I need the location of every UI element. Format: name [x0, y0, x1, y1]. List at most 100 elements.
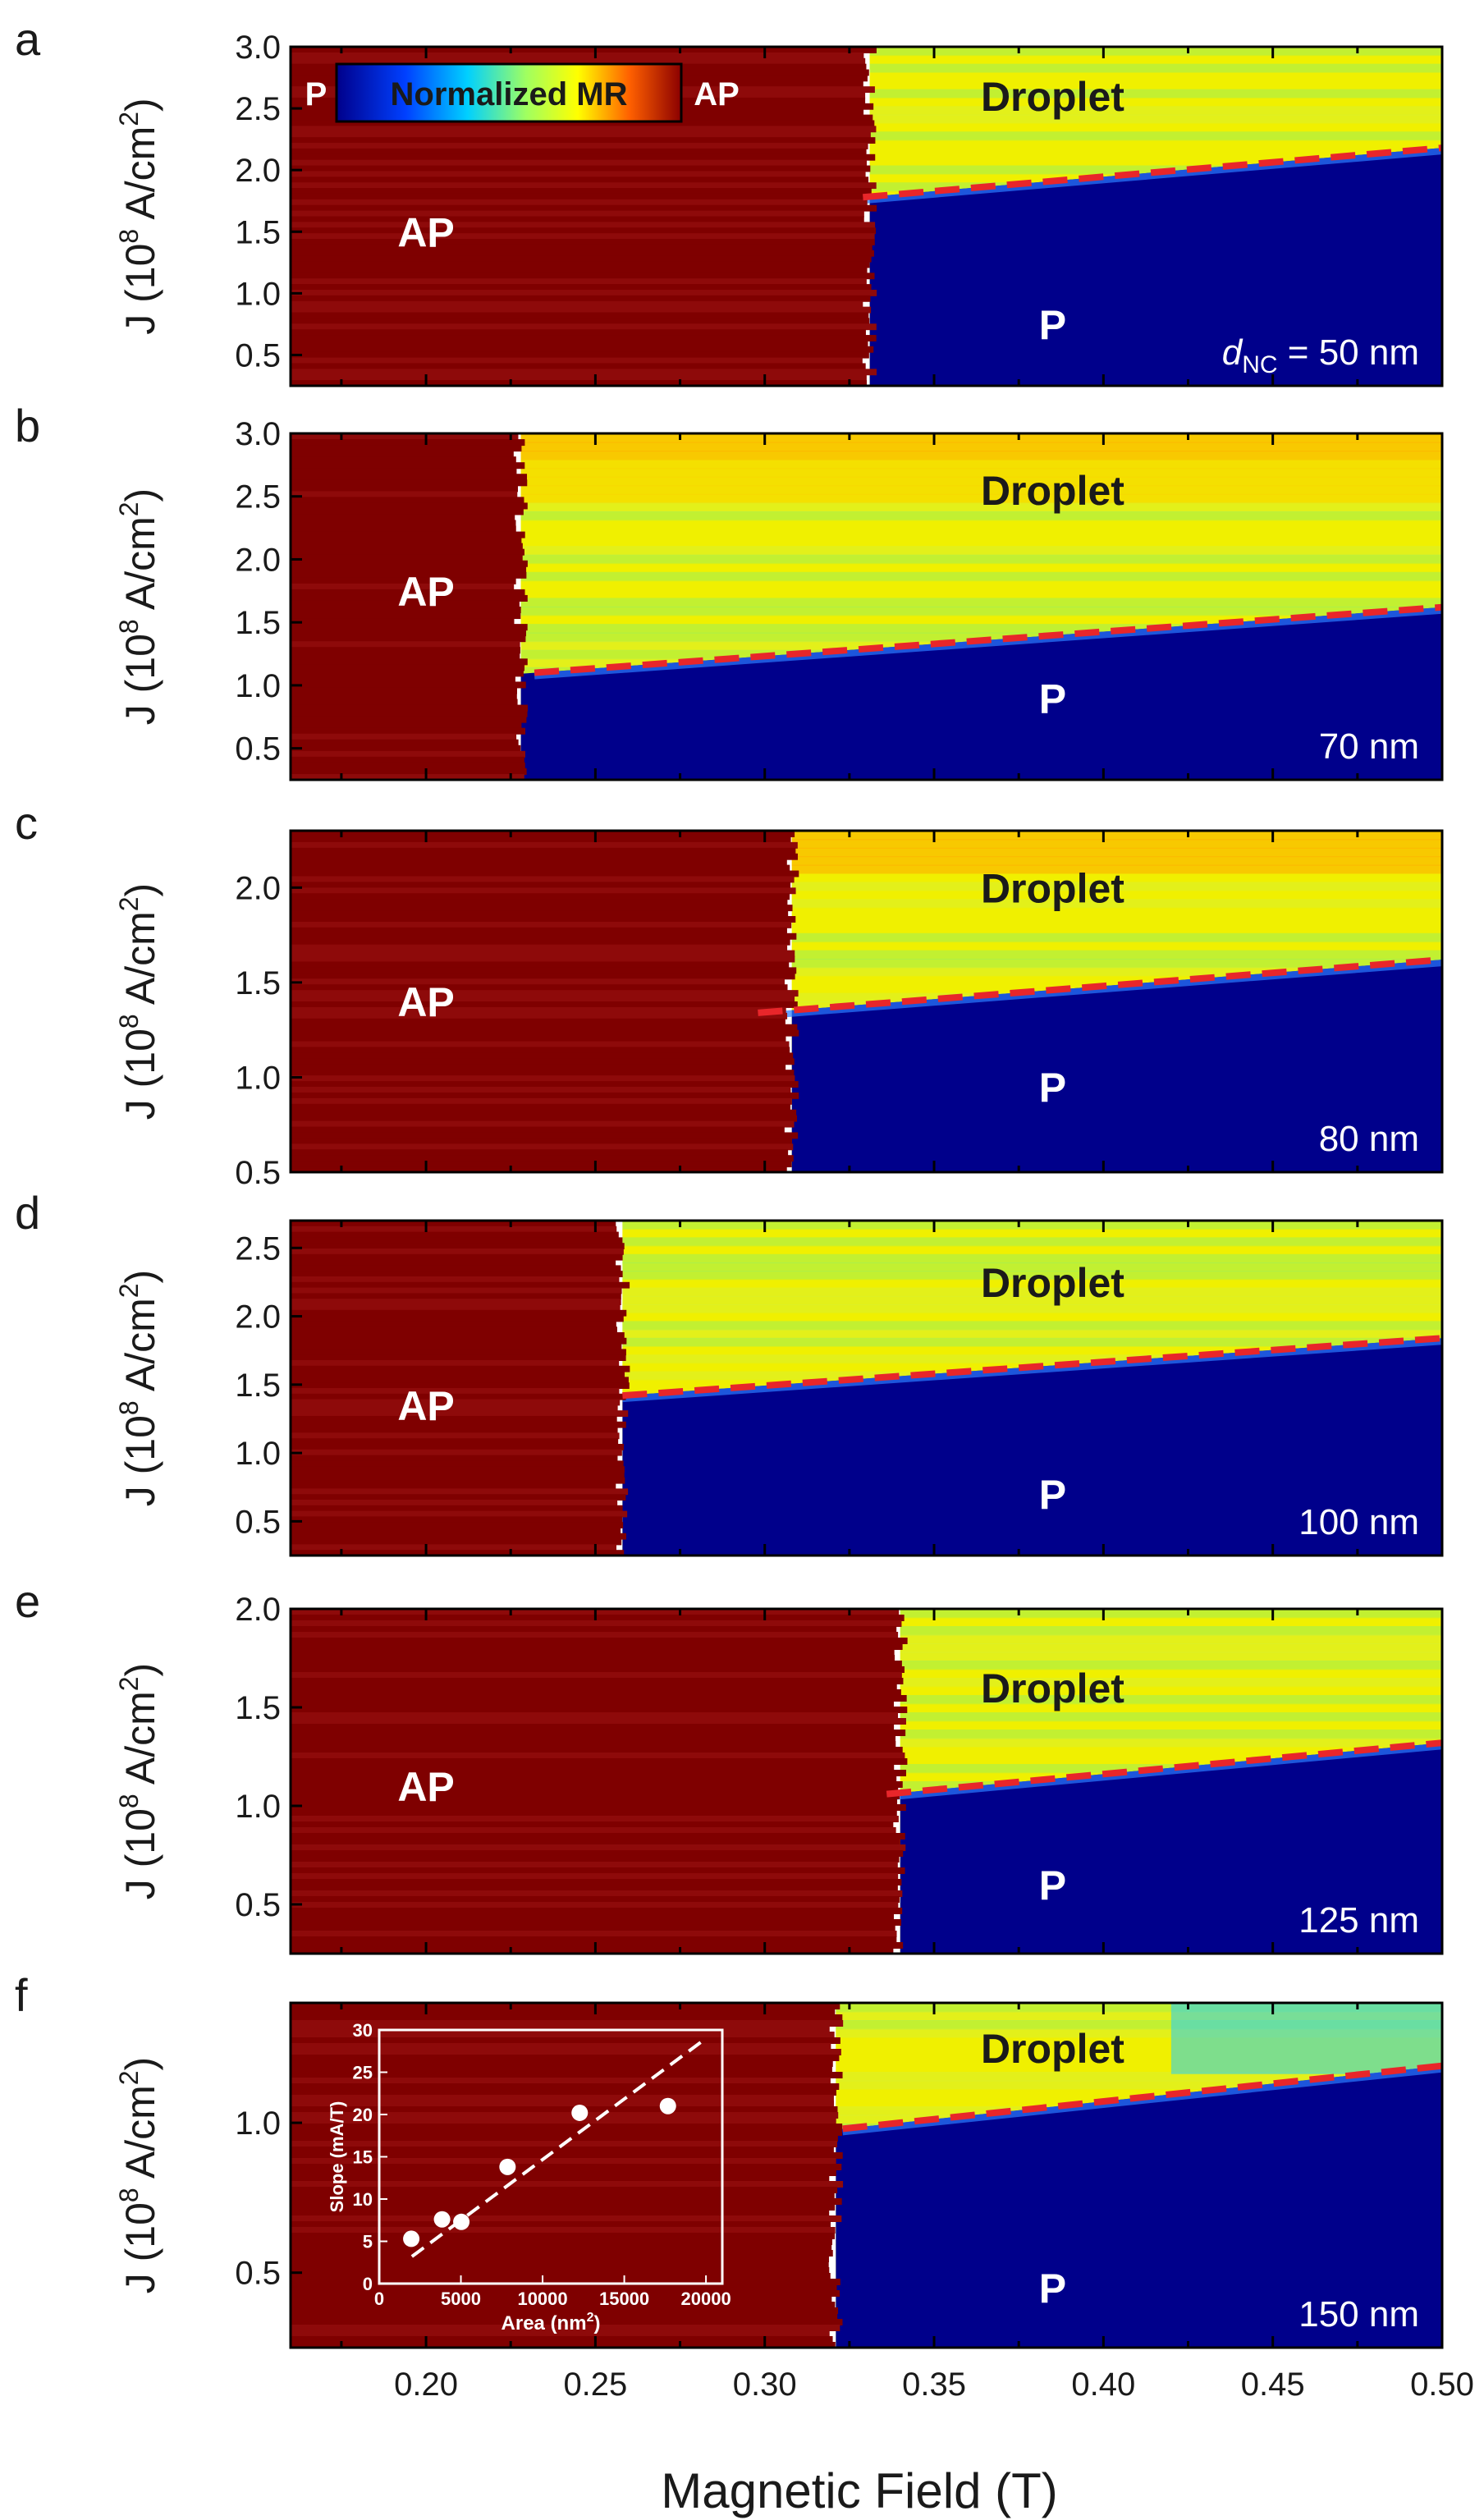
- inset-y-tick-label: 20: [353, 2105, 373, 2125]
- y-ticks-c: 0.5 1.0 1.5 2.0: [235, 870, 302, 1191]
- y-tick-label: 1.0: [235, 1060, 281, 1096]
- x-tick-label: 0.20: [394, 2367, 458, 2403]
- ap-region: [291, 1221, 630, 1556]
- panel-a: 0.5 1.0 1.5 2.0 2.5 3.0 J (108 A/cm2) a AP P Dropl…: [15, 13, 1444, 387]
- y-tick-label: 1.5: [235, 1690, 281, 1726]
- inset-scatter: 0 5000 10000 15000 20000 0 5 10 15 20 25 30 Area (nm…: [327, 2020, 731, 2334]
- inset-data-point: [659, 2097, 676, 2115]
- region-label-droplet: Droplet: [981, 468, 1124, 514]
- heatmap-c: [291, 831, 1442, 1172]
- colorbar-right-label: AP: [694, 76, 740, 112]
- heatmap-d: [291, 1221, 1442, 1556]
- boundary-line-a: [863, 144, 1443, 201]
- y-tick-label: 3.0: [235, 416, 281, 452]
- y-tick-label: 2.5: [235, 91, 281, 127]
- panel-letter: b: [15, 400, 40, 451]
- p-region: [758, 960, 1442, 1172]
- inset-data-point: [571, 2104, 589, 2121]
- thickness-label: 80 nm: [1319, 1119, 1419, 1159]
- ap-region: [291, 831, 799, 1172]
- colorbar-left-label: P: [305, 76, 327, 112]
- inset-y-tick-label: 10: [353, 2189, 373, 2210]
- heatmap-f: [291, 2003, 1442, 2348]
- x-axis-label: Magnetic Field (T): [661, 2463, 1057, 2518]
- inset-x-tick-label: 15000: [599, 2289, 649, 2309]
- y-tick-label: 0.5: [235, 2256, 281, 2292]
- thickness-label: dNC = 50 nm: [1222, 332, 1419, 378]
- inset-y-tick-label: 0: [363, 2274, 373, 2294]
- inset-y-tick-label: 5: [363, 2232, 373, 2252]
- inset-y-label: Slope (mA/T): [327, 2101, 347, 2213]
- p-region: [622, 1338, 1442, 1556]
- y-tick-label: 1.0: [235, 668, 281, 704]
- region-label-droplet: Droplet: [981, 1260, 1124, 1306]
- y-tick-label: 2.5: [235, 1230, 281, 1267]
- frame-a: [289, 45, 1444, 387]
- region-label-p: P: [1039, 676, 1066, 722]
- x-ticks-c: [340, 831, 1444, 1172]
- x-tick-label: 0.50: [1410, 2367, 1474, 2403]
- region-label-droplet: Droplet: [981, 865, 1124, 911]
- y-tick-label: 1.5: [235, 965, 281, 1001]
- region-label-p: P: [1039, 1065, 1066, 1111]
- y-ticks-e: 0.5 1.0 1.5 2.0: [235, 1592, 302, 1923]
- panel-letter: f: [15, 1969, 28, 2021]
- ap-region: [291, 1609, 908, 1954]
- y-tick-label: 2.5: [235, 479, 281, 515]
- colorbar: Normalized MR P AP: [305, 62, 740, 123]
- y-ticks-a: 0.5 1.0 1.5 2.0 2.5 3.0: [235, 30, 302, 373]
- y-axis-label: J (108 A/cm2): [114, 2057, 163, 2293]
- x-tick-label: 0.25: [563, 2367, 627, 2403]
- inset-x-tick-label: 20000: [681, 2289, 731, 2309]
- inset-data-point: [499, 2158, 516, 2175]
- region-label-droplet: Droplet: [981, 1665, 1124, 1711]
- y-tick-label: 2.0: [235, 153, 281, 189]
- p-region: [520, 607, 1442, 780]
- y-tick-label: 2.0: [235, 1299, 281, 1336]
- y-tick-label: 0.5: [235, 731, 281, 767]
- inset-fit-line: [410, 2037, 708, 2258]
- y-tick-label: 1.5: [235, 1368, 281, 1404]
- panel-c: 0.5 1.0 1.5 2.0 J (108 A/cm2) c AP P Droplet 80 n…: [15, 797, 1444, 1191]
- x-tick-label: 0.45: [1241, 2367, 1305, 2403]
- frame-e: [289, 1607, 1444, 1955]
- frame-f: [289, 2001, 1444, 2349]
- y-axis-label: J (108 A/cm2): [114, 98, 163, 334]
- y-tick-label: 2.0: [235, 1592, 281, 1628]
- y-tick-label: 1.5: [235, 605, 281, 641]
- boundary-line-c: [758, 956, 1443, 1016]
- panel-b: 0.5 1.0 1.5 2.0 2.5 3.0 J (108 A/cm2) b AP P Dropl…: [15, 400, 1444, 781]
- x-tick-label: 0.35: [902, 2367, 966, 2403]
- inset-x-tick-label: 10000: [517, 2289, 567, 2309]
- colorbar-gradient: [335, 62, 683, 123]
- thickness-label: 70 nm: [1319, 726, 1419, 767]
- panel-letter: a: [15, 13, 41, 65]
- panel-f: 0.5 1.0 J (108 A/cm2) f P Droplet 150 nm 0 5000 1…: [15, 1969, 1444, 2349]
- region-label-ap: AP: [397, 569, 454, 615]
- region-label-p: P: [1039, 1863, 1066, 1908]
- inset-data-point: [403, 2230, 420, 2247]
- thickness-label: 125 nm: [1298, 1900, 1419, 1940]
- y-tick-label: 1.0: [235, 1789, 281, 1825]
- heatmap-e: [291, 1609, 1442, 1954]
- frame-c: [289, 829, 1444, 1174]
- p-region: [886, 1743, 1442, 1954]
- x-ticks-b: [340, 433, 1444, 780]
- y-axis-label: J (108 A/cm2): [114, 1270, 163, 1506]
- region-label-ap: AP: [397, 209, 454, 255]
- frame-d: [289, 1219, 1444, 1557]
- y-tick-label: 1.0: [235, 276, 281, 312]
- ap-region: [291, 433, 528, 780]
- inset-x-tick-label: 0: [374, 2289, 384, 2309]
- panel-letter: d: [15, 1187, 40, 1239]
- region-label-p: P: [1039, 302, 1066, 348]
- y-ticks-d: 0.5 1.0 1.5 2.0 2.5: [235, 1230, 302, 1540]
- region-label-droplet: Droplet: [981, 2026, 1124, 2072]
- inset-y-tick-label: 15: [353, 2147, 373, 2168]
- x-axis: 0.20 0.25 0.30 0.35 0.40 0.45 0.50 Magnetic Fi…: [394, 2367, 1474, 2518]
- x-tick-label: 0.30: [733, 2367, 797, 2403]
- y-ticks-f: 0.5 1.0: [235, 2105, 302, 2292]
- y-tick-label: 0.5: [235, 1504, 281, 1540]
- region-label-p: P: [1039, 2266, 1066, 2312]
